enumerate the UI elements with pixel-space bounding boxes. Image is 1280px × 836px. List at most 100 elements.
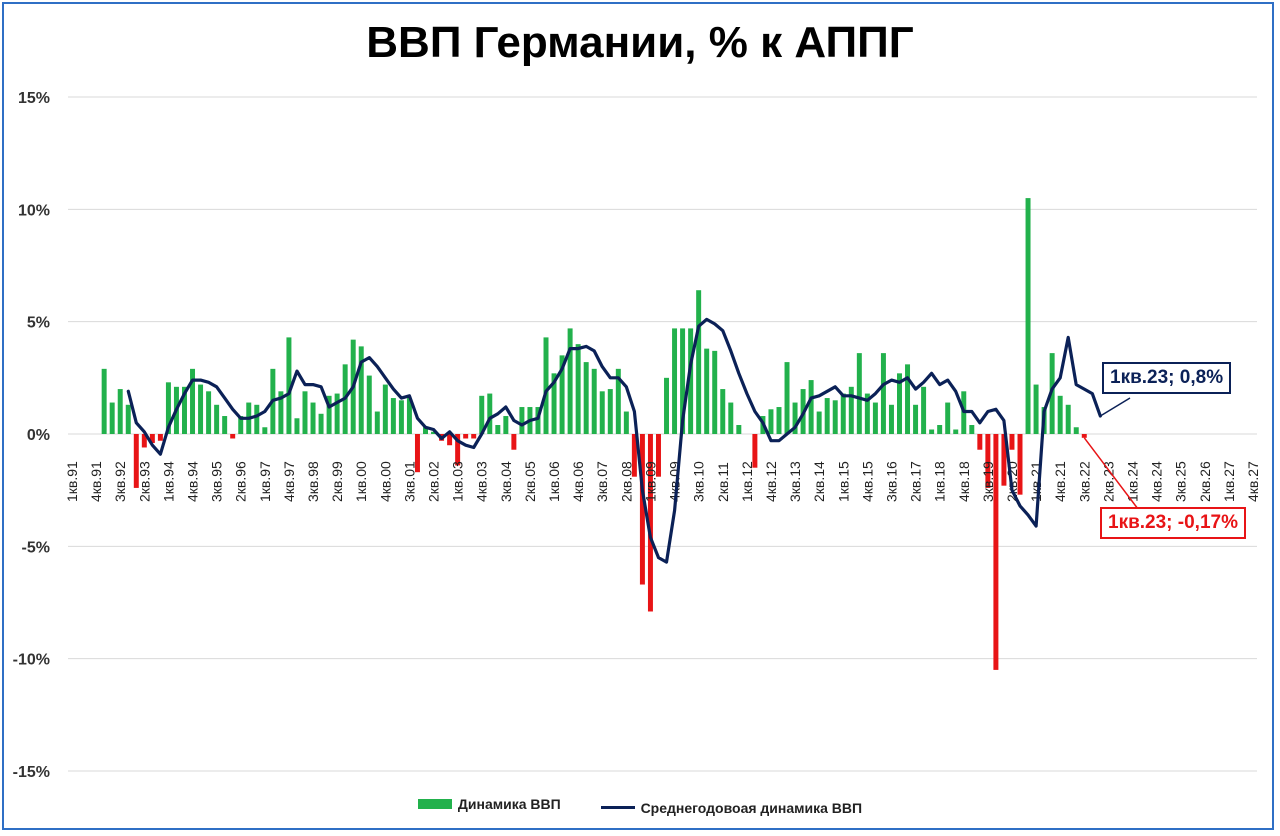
x-tick-label: 1кв.24 — [1124, 461, 1140, 502]
callout-leader-line — [1099, 397, 1131, 417]
bar — [254, 404, 260, 434]
bar — [382, 384, 388, 434]
bar — [728, 402, 734, 434]
legend-label-line: Среднегодовоая динамика ВВП — [640, 799, 863, 816]
bar — [824, 398, 830, 434]
bar — [157, 434, 163, 441]
annotation-bar-label: 1кв.23; -0,17% — [1100, 507, 1246, 539]
x-tick-label: 4кв.12 — [763, 461, 779, 502]
x-tick-label: 4кв.94 — [185, 461, 201, 502]
bar — [985, 434, 991, 488]
bar — [768, 409, 774, 434]
bar — [913, 404, 919, 434]
bar — [334, 393, 340, 434]
x-tick-label: 1кв.91 — [64, 461, 80, 502]
bar — [680, 328, 686, 434]
x-tick-label: 2кв.17 — [908, 461, 924, 502]
bar — [623, 411, 629, 434]
bar — [495, 425, 501, 434]
bar — [149, 434, 155, 443]
x-tick-label: 1кв.06 — [546, 461, 562, 502]
x-tick-label: 4кв.27 — [1245, 461, 1261, 502]
bar — [535, 407, 541, 434]
bar — [969, 425, 975, 434]
bar — [374, 411, 380, 434]
bar — [599, 391, 605, 434]
bar — [165, 382, 171, 434]
y-tick-label: -10% — [13, 652, 50, 669]
bar — [230, 434, 236, 439]
bar — [414, 434, 420, 473]
x-tick-label: 1кв.27 — [1221, 461, 1237, 502]
x-tick-label: 1кв.09 — [642, 461, 658, 502]
x-tick-label: 2кв.14 — [811, 461, 827, 502]
bar — [905, 364, 911, 434]
x-tick-label: 4кв.91 — [88, 461, 104, 502]
x-tick-label: 2кв.96 — [233, 461, 249, 502]
bar — [736, 425, 742, 434]
legend-item-bars: Динамика ВВП — [417, 796, 561, 812]
x-tick-label: 1кв.97 — [257, 461, 273, 502]
bar — [286, 337, 292, 434]
legend-swatch-bars — [417, 799, 452, 809]
x-tick-label: 3кв.13 — [787, 461, 803, 502]
x-tick-label: 2кв.93 — [136, 461, 152, 502]
bar — [206, 391, 212, 434]
bar — [647, 434, 653, 612]
bar — [720, 389, 726, 434]
bar — [1073, 427, 1079, 434]
bar-series — [101, 198, 1087, 670]
bar — [575, 344, 581, 434]
bar — [117, 389, 123, 434]
bar — [559, 355, 565, 434]
x-tick-label: 3кв.25 — [1173, 461, 1189, 502]
bar — [366, 375, 372, 434]
x-tick-label: 3кв.95 — [209, 461, 225, 502]
bar — [214, 404, 220, 434]
bar — [688, 328, 694, 434]
bar — [423, 427, 428, 434]
bar — [390, 398, 396, 434]
x-tick-label: 3кв.04 — [498, 461, 514, 502]
x-tick-label: 1кв.12 — [739, 461, 755, 502]
bar — [181, 386, 187, 434]
x-axis: 1кв.91 4кв.91 3кв.92 2кв.93 1кв.94 4кв.94 3кв.… — [64, 461, 1261, 502]
x-tick-label: 1кв.18 — [932, 461, 948, 502]
callout-leaders — [1083, 397, 1139, 510]
bar — [318, 413, 324, 434]
x-tick-label: 3кв.19 — [980, 461, 996, 502]
bar — [551, 373, 557, 434]
bar — [655, 434, 661, 477]
bar — [816, 411, 822, 434]
bar — [615, 368, 621, 434]
bar — [519, 407, 525, 434]
bar — [543, 337, 549, 434]
bar — [937, 425, 943, 434]
bar — [1065, 404, 1071, 434]
x-tick-label: 3кв.22 — [1076, 461, 1092, 502]
x-tick-label: 1кв.00 — [353, 461, 369, 502]
annotation-line-label: 1кв.23; 0,8% — [1102, 362, 1232, 394]
x-tick-label: 2кв.26 — [1197, 461, 1213, 502]
y-tick-label: 15% — [18, 90, 50, 107]
bar — [294, 418, 300, 434]
bar — [848, 386, 854, 434]
bar — [1033, 384, 1039, 434]
bar — [567, 328, 573, 434]
bar — [921, 386, 927, 434]
x-tick-label: 2кв.11 — [715, 462, 731, 502]
bar — [262, 427, 268, 434]
bar — [639, 434, 645, 585]
bar — [406, 398, 412, 434]
x-tick-label: 3кв.10 — [691, 461, 707, 502]
bar — [447, 434, 453, 446]
bar — [101, 368, 107, 434]
bar — [880, 353, 886, 434]
bar — [704, 348, 710, 434]
x-tick-label: 1кв.94 — [160, 461, 176, 502]
x-tick-label: 4кв.18 — [956, 461, 972, 502]
x-tick-label: 3кв.07 — [594, 461, 610, 502]
bar — [1025, 198, 1031, 434]
callout-leader-bar — [1083, 437, 1139, 510]
bar — [953, 429, 959, 434]
